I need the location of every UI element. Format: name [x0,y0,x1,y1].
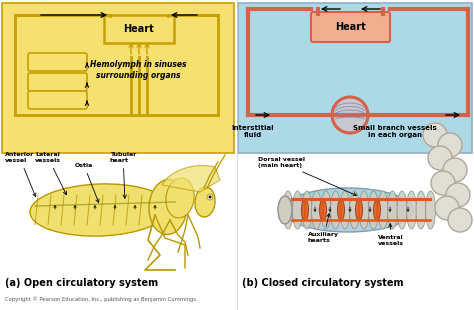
Ellipse shape [330,191,340,229]
Circle shape [209,196,211,198]
Text: Hemolymph in sinuses
surrounding organs: Hemolymph in sinuses surrounding organs [90,60,186,80]
Ellipse shape [407,191,417,229]
Ellipse shape [321,191,331,229]
FancyBboxPatch shape [28,53,87,71]
Circle shape [423,123,447,147]
Ellipse shape [340,191,350,229]
Ellipse shape [311,191,321,229]
Text: Ostia: Ostia [75,163,99,202]
FancyBboxPatch shape [28,91,87,109]
Text: Ventral
vessels: Ventral vessels [378,224,404,246]
Text: (a) Open circulatory system: (a) Open circulatory system [5,278,158,288]
Text: Interstitial
fluid: Interstitial fluid [232,125,274,138]
Text: Dorsal vessel
(main heart): Dorsal vessel (main heart) [258,157,356,196]
Ellipse shape [30,184,170,236]
FancyBboxPatch shape [311,12,390,42]
Ellipse shape [149,179,187,234]
Text: Heart: Heart [335,22,366,32]
Circle shape [207,194,213,200]
Circle shape [438,133,462,157]
Circle shape [332,97,368,133]
FancyBboxPatch shape [28,73,87,91]
Ellipse shape [195,187,215,217]
Ellipse shape [388,191,398,229]
Text: Anterior
vessel: Anterior vessel [5,152,36,197]
Circle shape [448,208,472,232]
Circle shape [428,146,452,170]
Ellipse shape [374,200,381,220]
Text: Auxiliary
hearts: Auxiliary hearts [308,214,339,243]
Ellipse shape [337,200,345,220]
Ellipse shape [283,188,413,232]
Ellipse shape [302,191,312,229]
Text: Tubular
heart: Tubular heart [110,152,136,198]
Text: Heart: Heart [124,24,155,34]
FancyBboxPatch shape [104,15,174,43]
Ellipse shape [359,191,369,229]
Ellipse shape [397,191,407,229]
Ellipse shape [356,200,363,220]
PathPatch shape [162,166,220,192]
Ellipse shape [416,191,426,229]
Circle shape [431,171,455,195]
Text: Lateral
vessels: Lateral vessels [35,152,66,195]
Ellipse shape [166,178,194,218]
Ellipse shape [368,191,379,229]
Ellipse shape [378,191,388,229]
Ellipse shape [319,200,327,220]
Ellipse shape [283,191,293,229]
Ellipse shape [278,196,292,224]
Ellipse shape [292,191,302,229]
Text: (b) Closed circulatory system: (b) Closed circulatory system [242,278,403,288]
FancyBboxPatch shape [2,3,234,153]
Circle shape [443,158,467,182]
Ellipse shape [301,200,309,220]
Text: Small branch vessels
in each organ: Small branch vessels in each organ [353,125,437,138]
Circle shape [435,196,459,220]
FancyBboxPatch shape [238,3,472,153]
Circle shape [446,183,470,207]
Ellipse shape [349,191,359,229]
Ellipse shape [426,191,436,229]
Text: Copyright © Pearson Education, Inc., publishing as Benjamin Cummings.: Copyright © Pearson Education, Inc., pub… [5,296,198,302]
